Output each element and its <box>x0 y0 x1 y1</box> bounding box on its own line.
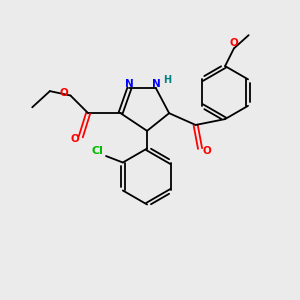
Text: O: O <box>70 134 79 144</box>
Text: N: N <box>152 79 160 89</box>
Text: O: O <box>230 38 238 47</box>
Text: N: N <box>125 79 134 89</box>
Text: H: H <box>163 75 171 85</box>
Text: O: O <box>202 146 211 157</box>
Text: Cl: Cl <box>92 146 104 156</box>
Text: O: O <box>60 88 68 98</box>
